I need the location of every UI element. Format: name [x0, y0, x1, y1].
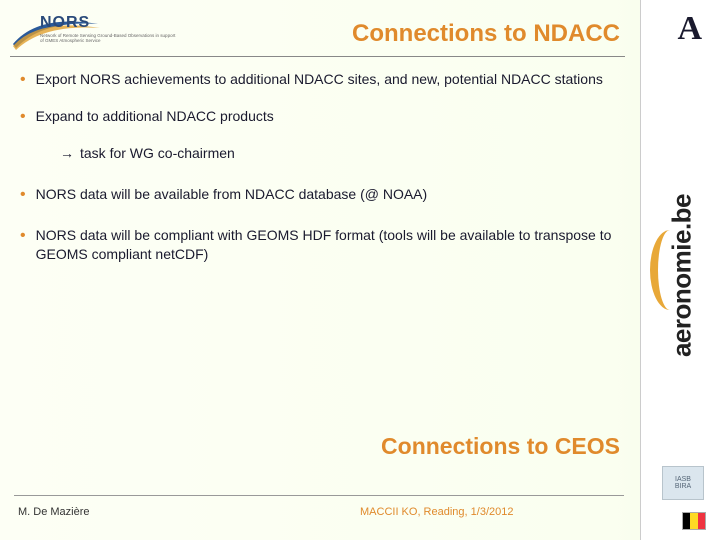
- bullet-item: • Expand to additional NDACC products: [20, 107, 620, 126]
- bullet-item: • NORS data will be compliant with GEOMS…: [20, 226, 620, 264]
- brand-text: aeronomie.be: [667, 111, 698, 441]
- bullet-text: NORS data will be compliant with GEOMS H…: [36, 226, 620, 264]
- bullet-item: • Export NORS achievements to additional…: [20, 70, 620, 89]
- logo-subtitle: Network of Remote Sensing Ground-Based O…: [40, 34, 178, 44]
- footer-event: MACCII KO, Reading, 1/3/2012: [360, 506, 513, 518]
- title-underline: [10, 56, 625, 57]
- institution-logo-icon: IASBBIRA: [662, 466, 704, 500]
- bullet-icon: •: [20, 107, 26, 126]
- logo-name: NORS: [40, 14, 90, 32]
- right-sidebar: A aeronomie.be IASBBIRA: [640, 0, 720, 540]
- content-area: • Export NORS achievements to additional…: [20, 70, 620, 282]
- arrow-icon: →: [60, 144, 74, 163]
- sidebar-top-glyph: A: [677, 10, 702, 48]
- nors-logo: NORS Network of Remote Sensing Ground-Ba…: [8, 6, 178, 58]
- brand-name: aeronomie: [667, 230, 697, 357]
- bullet-text: Export NORS achievements to additional N…: [36, 70, 620, 89]
- bullet-text: Expand to additional NDACC products: [36, 107, 620, 126]
- footer-author: M. De Mazière: [18, 506, 90, 518]
- bullet-icon: •: [20, 185, 26, 204]
- sidebar-brand: aeronomie.be: [652, 80, 708, 460]
- footer-divider: [14, 495, 624, 496]
- subbullet-item: → task for WG co-chairmen: [60, 144, 620, 163]
- belgium-flag-icon: [682, 512, 706, 530]
- slide-title: Connections to NDACC: [200, 20, 620, 48]
- slide: NORS Network of Remote Sensing Ground-Ba…: [0, 0, 720, 540]
- brand-suffix: .be: [667, 194, 697, 230]
- bullet-icon: •: [20, 226, 26, 264]
- bullet-item: • NORS data will be available from NDACC…: [20, 185, 620, 204]
- bullet-icon: •: [20, 70, 26, 89]
- slide-subtitle: Connections to CEOS: [20, 433, 620, 460]
- subbullet-text: task for WG co-chairmen: [80, 144, 235, 163]
- bullet-text: NORS data will be available from NDACC d…: [36, 185, 620, 204]
